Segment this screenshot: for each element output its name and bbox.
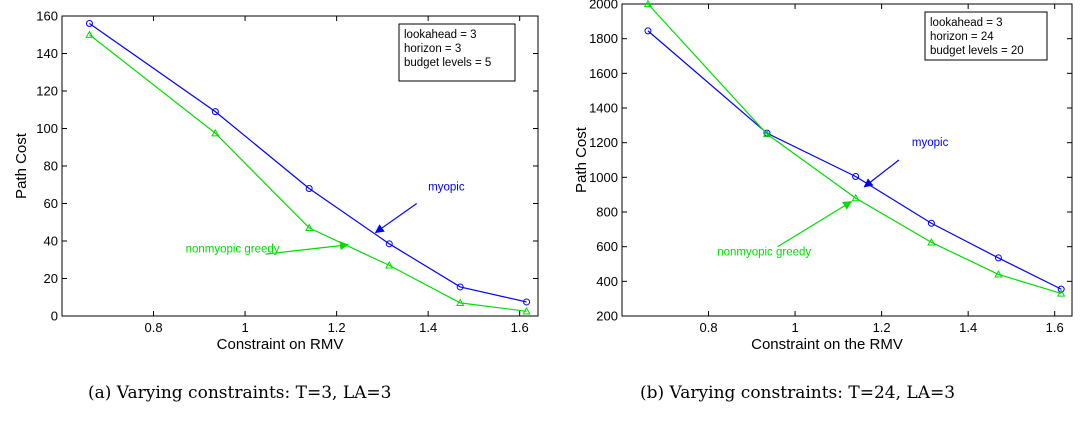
y-tick-label: 1400 — [589, 101, 618, 116]
series-line-nonmyopic-greedy — [89, 34, 527, 312]
data-point-nonmyopic-greedy — [762, 129, 772, 138]
data-point-myopic — [523, 298, 531, 306]
series-line-nonmyopic-greedy — [647, 3, 1062, 295]
data-point-nonmyopic-greedy — [643, 0, 653, 8]
data-point-nonmyopic-greedy — [994, 270, 1003, 278]
y-tick-label: 1000 — [589, 170, 618, 185]
legend-entry: budget levels = 5 — [404, 57, 491, 69]
x-tick-label: 1.2 — [873, 320, 891, 335]
x-tick-label: 1.4 — [959, 320, 977, 335]
data-point-nonmyopic-greedy — [305, 223, 314, 232]
x-tick-label: 1.6 — [1046, 320, 1064, 335]
data-point-nonmyopic-greedy — [85, 30, 94, 38]
series-line-myopic — [89, 23, 527, 303]
y-tick-label: 800 — [596, 205, 618, 220]
y-tick-label: 100 — [36, 121, 58, 136]
annotation-arrow — [265, 241, 349, 255]
x-tick-label: 0.8 — [699, 320, 717, 335]
x-tick-label: 1.2 — [328, 320, 346, 335]
y-tick-label: 600 — [596, 239, 618, 254]
y-tick-label: 120 — [36, 84, 58, 99]
y-tick-label: 1800 — [589, 31, 618, 46]
y-tick-label: 0 — [51, 309, 58, 324]
annotation-label: myopic — [912, 137, 949, 149]
data-point-myopic — [456, 283, 464, 291]
legend-entry: horizon = 3 — [404, 43, 461, 55]
data-point-myopic — [852, 172, 860, 180]
annotation-label: nonmyopic greedy — [717, 246, 811, 258]
chart-b: 0.8 1 1.2 1.4 1.6 200 400 600 800 1000 1200 1400 160… — [573, 0, 1073, 353]
y-axis-title: Path Cost — [573, 126, 590, 193]
y-tick-label: 400 — [596, 274, 618, 289]
x-tick-label: 0.8 — [144, 320, 162, 335]
caption-b: (b) Varying constraints: T=24, LA=3 — [640, 383, 956, 403]
data-point-myopic — [994, 254, 1002, 262]
y-tick-label: 20 — [44, 271, 58, 286]
plot-frame — [621, 3, 1073, 317]
x-tick-label: 1.4 — [419, 320, 437, 335]
series-line-myopic — [647, 30, 1062, 290]
data-point-myopic — [644, 27, 652, 35]
y-tick-label: 200 — [596, 309, 618, 324]
y-tick-label: 2000 — [589, 0, 618, 12]
x-tick-label: 1 — [241, 320, 248, 335]
data-point-nonmyopic-greedy — [851, 193, 860, 202]
legend-entry: lookahead = 3 — [404, 29, 477, 41]
y-tick-label: 140 — [36, 46, 58, 61]
data-point-nonmyopic-greedy — [1057, 289, 1066, 297]
data-point-nonmyopic-greedy — [211, 128, 220, 137]
annotation-arrow — [777, 201, 853, 248]
annotation-label: nonmyopic greedy — [186, 243, 280, 255]
data-point-myopic — [385, 240, 393, 248]
y-tick-label: 1600 — [589, 66, 618, 81]
chart-a: 0.8 1 1.2 1.4 1.6 0 20 40 60 80 100 120 140 160 Constr… — [13, 9, 539, 353]
data-point-nonmyopic-greedy — [522, 306, 531, 315]
x-axis-title: Constraint on the RMV — [751, 336, 903, 353]
x-axis-title: Constraint on RMV — [217, 336, 344, 353]
legend-entry: lookahead = 3 — [930, 17, 1003, 29]
data-point-nonmyopic-greedy — [385, 261, 394, 269]
annotation-label: myopic — [428, 181, 465, 193]
y-tick-label: 80 — [44, 159, 58, 174]
y-tick-label: 60 — [44, 196, 58, 211]
y-tick-label: 1200 — [589, 135, 618, 150]
caption-a: (a) Varying constraints: T=3, LA=3 — [88, 383, 392, 403]
legend-box — [924, 11, 1048, 61]
data-point-myopic — [211, 108, 219, 116]
y-tick-label: 160 — [36, 9, 58, 24]
data-point-myopic — [1057, 285, 1065, 293]
data-point-nonmyopic-greedy — [456, 298, 465, 307]
x-tick-label: 1 — [791, 320, 798, 335]
data-point-myopic — [927, 219, 935, 227]
legend-entry: budget levels = 20 — [930, 45, 1024, 57]
legend-entry: horizon = 24 — [930, 31, 994, 43]
legend-box — [398, 23, 516, 82]
y-tick-label: 40 — [44, 234, 58, 249]
annotation-arrow — [374, 203, 418, 234]
data-point-myopic — [85, 20, 93, 27]
x-tick-label: 1.6 — [511, 320, 529, 335]
data-point-myopic — [305, 185, 313, 192]
annotation-arrow — [863, 159, 900, 188]
data-point-nonmyopic-greedy — [927, 238, 936, 246]
y-axis-title: Path Cost — [13, 132, 30, 199]
